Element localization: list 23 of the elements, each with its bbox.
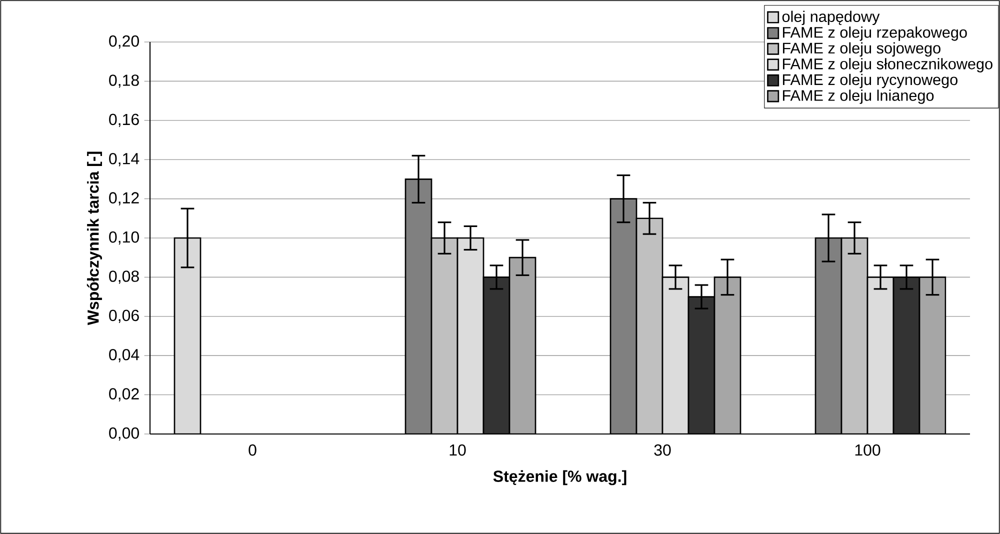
y-tick-label: 0,06 bbox=[109, 310, 139, 323]
y-tick-label: 0,04 bbox=[109, 348, 140, 362]
y-tick-label: 0,02 bbox=[109, 388, 139, 402]
x-axis-title: Stężenie [% wag.] bbox=[493, 470, 626, 486]
y-tick-label: 0,14 bbox=[109, 152, 140, 166]
y-tick-label: 0,18 bbox=[109, 74, 139, 88]
legend-label: olej napędowy bbox=[782, 10, 880, 26]
y-tick-label: 0,12 bbox=[109, 192, 139, 206]
legend-label: FAME z oleju sojowego bbox=[782, 42, 940, 57]
legend-label: FAME z oleju rycynowego bbox=[782, 74, 958, 88]
y-axis-title: Współczynnik tarcia [-] bbox=[86, 152, 102, 326]
y-tick-label: 0,08 bbox=[109, 270, 139, 284]
y-tick-label: 0,10 bbox=[109, 231, 139, 245]
y-tick-label: 0,20 bbox=[109, 35, 139, 49]
legend-label: FAME z oleju słonecznikowego bbox=[782, 58, 992, 72]
x-tick-label: 100 bbox=[855, 444, 880, 456]
x-tick-label: 10 bbox=[450, 444, 466, 456]
legend-label: FAME z oleju rzepakowego bbox=[782, 26, 967, 41]
y-tick-label: 0,16 bbox=[109, 114, 139, 128]
x-tick-label: 30 bbox=[654, 444, 671, 456]
legend-label: FAME z oleju lnianego bbox=[782, 90, 934, 104]
y-tick-label: 0,00 bbox=[109, 427, 139, 441]
x-tick-label: 0 bbox=[248, 444, 256, 456]
